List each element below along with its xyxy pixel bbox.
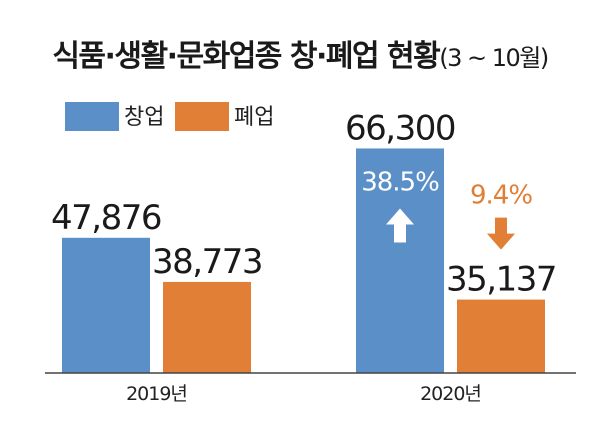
bars [62, 148, 545, 373]
bar-2019년-창업 [62, 237, 150, 373]
legend: 창업 폐업 [65, 102, 274, 131]
bar-2019년-폐업 [163, 281, 251, 373]
chart-title-main: 식품·생활·문화업종 창·폐업 현황 [52, 39, 440, 74]
legend-label-startup: 창업 [124, 105, 164, 130]
chart-title: 식품·생활·문화업종 창·폐업 현황(3 ~ 10월) [52, 39, 548, 74]
data-label-2020년-창업: 66,300 [345, 108, 455, 148]
annotation-pct-up: 38.5% [361, 167, 439, 197]
arrow-down-icon [487, 217, 515, 250]
annotations: 38.5% 9.4% [361, 167, 533, 250]
arrow-up-icon [386, 208, 414, 243]
annotation-pct-down: 9.4% [470, 181, 532, 211]
legend-swatch-startup [65, 102, 119, 131]
legend-label-closure: 폐업 [234, 105, 274, 130]
bar-2020년-폐업 [457, 299, 545, 373]
bar-2020년-창업 [356, 148, 444, 373]
data-label-2020년-폐업: 35,137 [446, 260, 556, 300]
data-label-2019년-폐업: 38,773 [152, 242, 262, 282]
x-tick-label-2019년: 2019년 [126, 383, 187, 405]
x-tick-label-2020년: 2020년 [420, 383, 481, 405]
chart-title-period: (3 ~ 10월) [439, 44, 548, 72]
legend-swatch-closure [175, 102, 229, 131]
data-label-2019년-창업: 47,876 [51, 198, 161, 238]
x-axis-ticks: 2019년 2020년 [126, 383, 482, 405]
